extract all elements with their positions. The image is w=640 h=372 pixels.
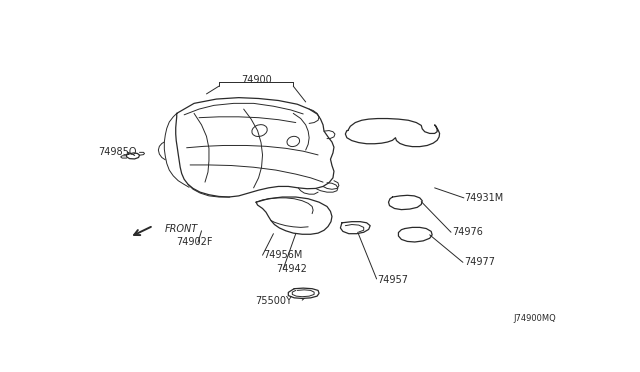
Text: 74942: 74942 <box>276 264 307 275</box>
Text: 75500Y: 75500Y <box>255 296 292 306</box>
Text: 74956M: 74956M <box>264 250 303 260</box>
Text: 74900: 74900 <box>241 76 271 86</box>
Text: FRONT: FRONT <box>164 224 198 234</box>
Text: 74931M: 74931M <box>465 193 504 203</box>
Text: 74976: 74976 <box>452 227 483 237</box>
Text: 74977: 74977 <box>465 257 495 267</box>
Text: J74900MQ: J74900MQ <box>513 314 556 323</box>
Text: 74985Q: 74985Q <box>98 147 136 157</box>
Text: 74902F: 74902F <box>176 237 212 247</box>
Text: 74957: 74957 <box>378 275 408 285</box>
